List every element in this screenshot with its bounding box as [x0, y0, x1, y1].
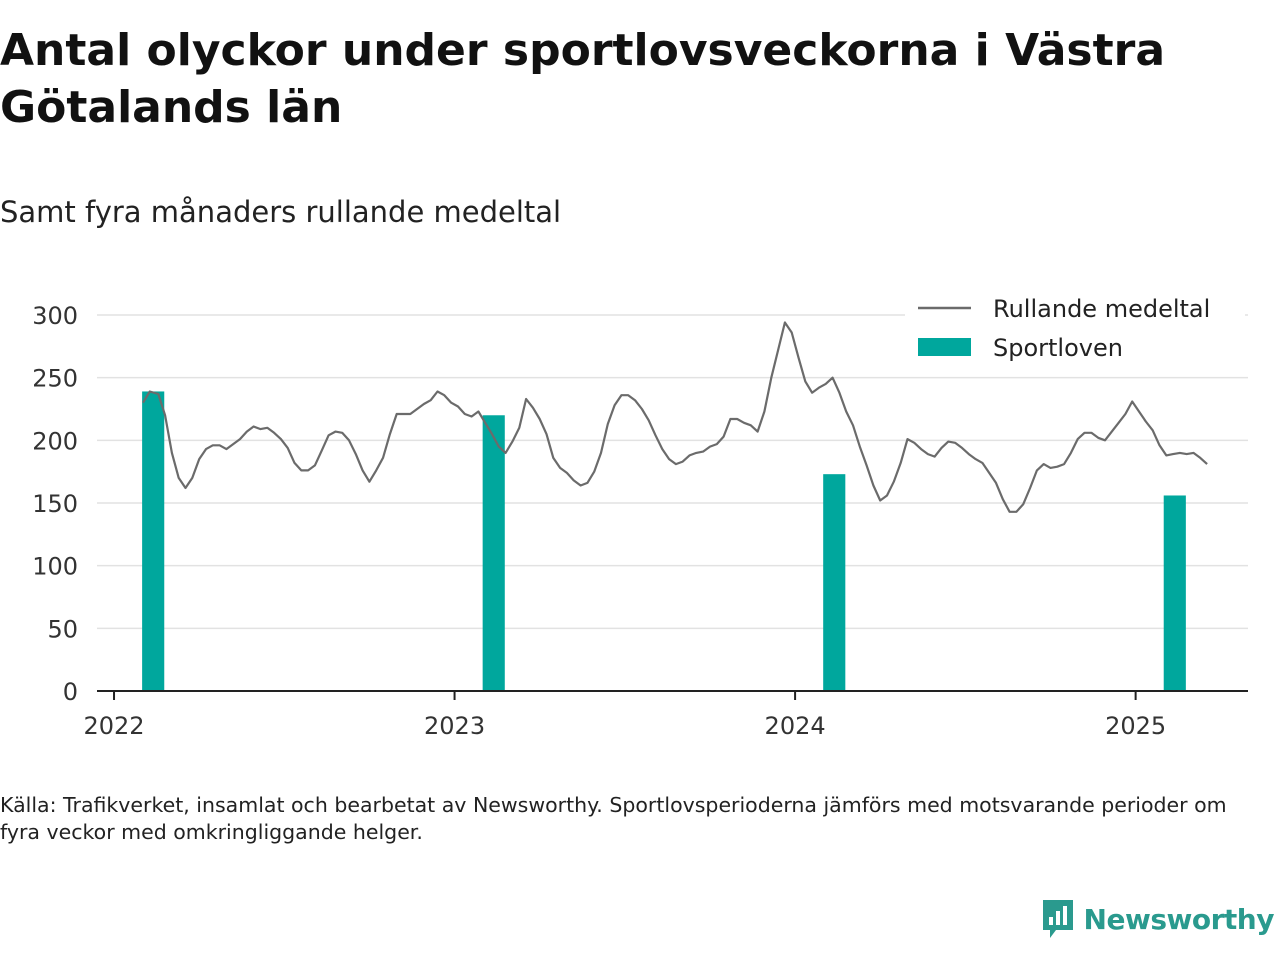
gridlines [97, 314, 1248, 630]
bars-sportloven [142, 391, 1186, 691]
line-rullande-medeltal [142, 321, 1208, 513]
x-tick-label: 2023 [424, 712, 485, 740]
source-note: Källa: Trafikverket, insamlat och bearbe… [0, 793, 1227, 844]
axes: 0 50 100 150 200 250 300 2022 2023 2024 2025 [32, 302, 1248, 740]
y-tick-label: 0 [63, 678, 78, 706]
x-tick-label: 2025 [1105, 712, 1166, 740]
y-tick-label: 150 [32, 490, 78, 518]
bar [823, 474, 846, 691]
legend-label-line: Rullande medeltal [993, 295, 1210, 323]
y-tick-label: 100 [32, 553, 78, 581]
chart-subtitle: Samt fyra månaders rullande medeltal [0, 195, 562, 229]
legend-label-bar: Sportloven [993, 334, 1123, 362]
y-tick-label: 250 [32, 365, 78, 393]
x-tick-label: 2022 [83, 712, 144, 740]
y-tick-label: 300 [32, 302, 78, 330]
bar [482, 415, 505, 691]
chart-area: 0 50 100 150 200 250 300 2022 2023 2024 2025 Rulla… [32, 294, 1248, 740]
y-tick-label: 200 [32, 427, 78, 455]
bar [142, 391, 165, 691]
x-tick-label: 2024 [765, 712, 826, 740]
legend-bar-swatch [918, 338, 971, 356]
brand-name: Newsworthy [1083, 902, 1275, 936]
legend: Rullande medeltal Sportloven [905, 294, 1245, 374]
series-line [142, 321, 1208, 513]
bar [1163, 495, 1186, 691]
newsworthy-logo-icon [1042, 900, 1073, 938]
brand-logo: Newsworthy [1040, 897, 1275, 941]
y-tick-label: 50 [47, 615, 78, 643]
chart-title: Antal olyckor under sportlovsveckorna i … [0, 25, 1166, 133]
